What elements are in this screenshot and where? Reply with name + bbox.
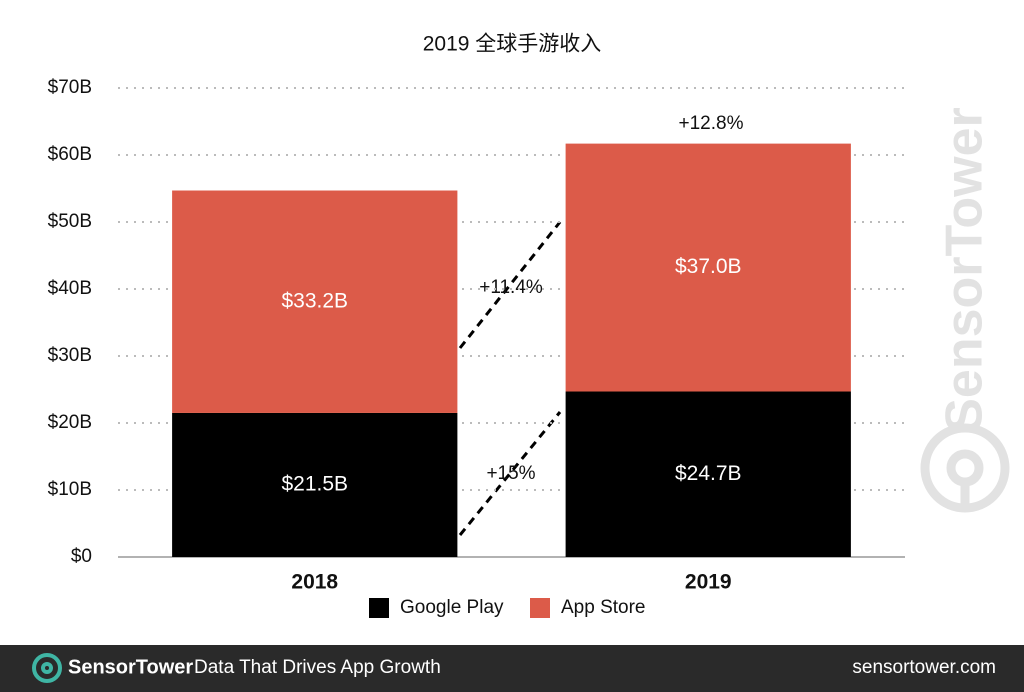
chart-title: 2019 全球手游收入 <box>423 33 602 56</box>
footer-url: sensortower.com <box>852 657 996 678</box>
legend-label: App Store <box>561 597 646 618</box>
legend-swatch <box>369 598 389 618</box>
annotation: +11.4% <box>479 277 543 298</box>
y-tick-label: $20B <box>48 412 92 433</box>
y-tick-label: $30B <box>48 345 92 366</box>
legend-label: Google Play <box>400 597 504 618</box>
footer-brand: SensorTower <box>68 656 193 678</box>
x-tick-label: 2018 <box>291 571 338 594</box>
bar-segment <box>565 391 851 557</box>
y-tick-label: $0 <box>71 546 92 567</box>
bar-segment <box>565 143 851 392</box>
footer-logo <box>32 653 62 683</box>
annotation: +15% <box>486 463 535 484</box>
y-tick-label: $50B <box>48 211 92 232</box>
growth-connector <box>458 411 562 536</box>
y-tick-label: $70B <box>48 77 92 98</box>
y-tick-label: $60B <box>48 144 92 165</box>
footer-bar <box>0 645 1024 692</box>
annotation: +12.8% <box>679 113 744 134</box>
footer-tagline: Data That Drives App Growth <box>194 657 441 678</box>
bar-segment <box>172 412 458 557</box>
watermark: SensorTower <box>936 107 994 433</box>
value-label: $33.2B <box>281 289 348 312</box>
value-label: $37.0B <box>675 255 742 278</box>
legend-swatch <box>530 598 550 618</box>
y-tick-label: $10B <box>48 479 92 500</box>
value-label: $24.7B <box>675 462 742 485</box>
x-tick-label: 2019 <box>685 571 732 594</box>
value-label: $21.5B <box>281 473 348 496</box>
y-tick-label: $40B <box>48 278 92 299</box>
watermark-logo <box>920 423 1010 513</box>
bar-segment <box>172 190 458 413</box>
